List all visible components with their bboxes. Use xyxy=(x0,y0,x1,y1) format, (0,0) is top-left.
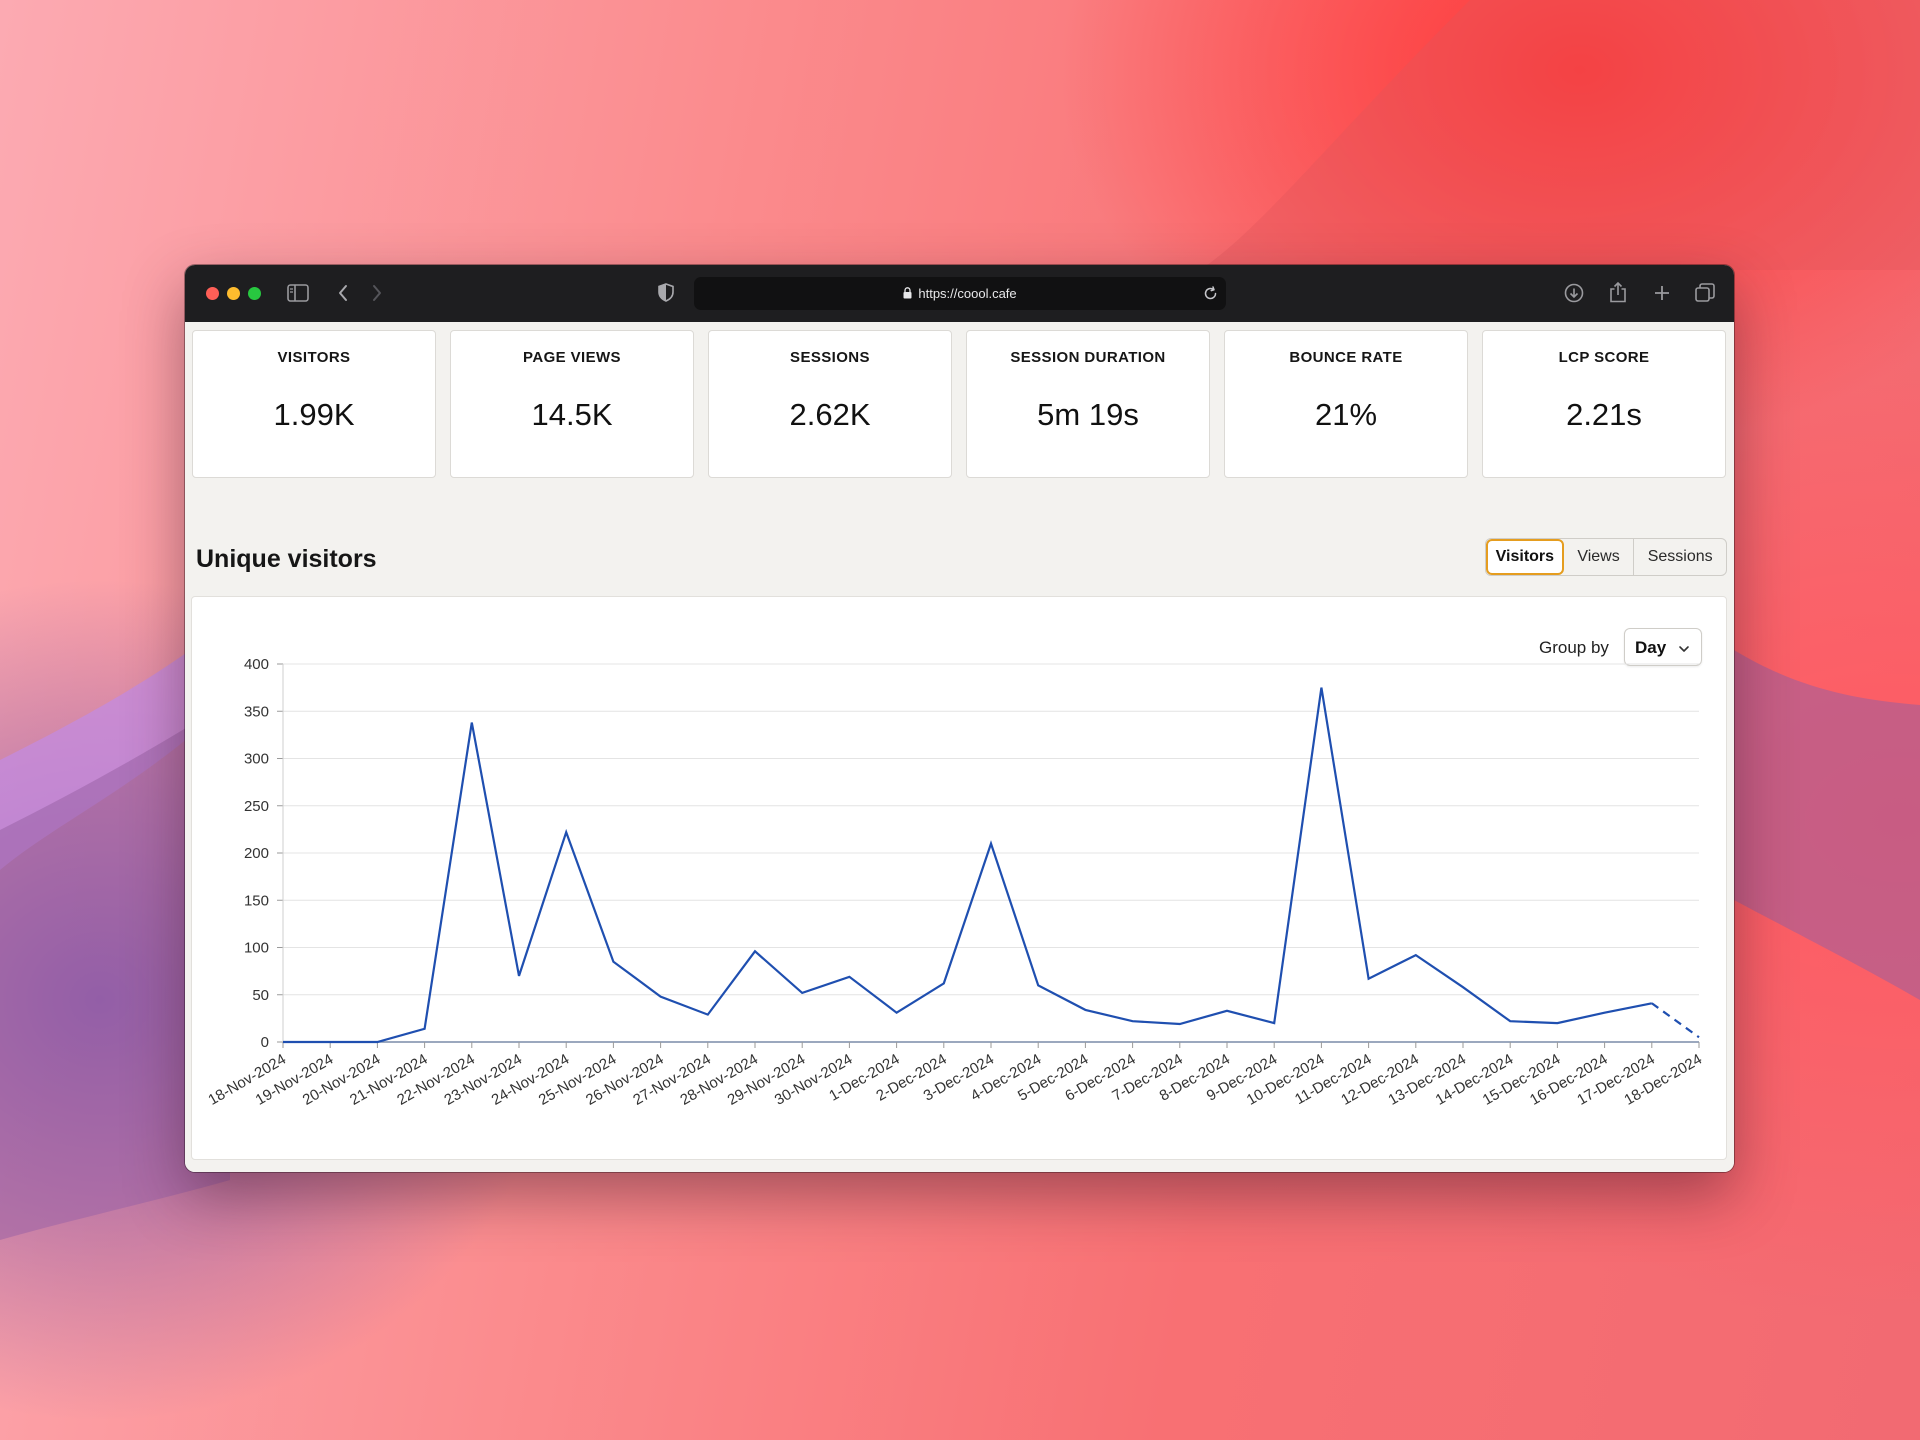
stat-card-sessions[interactable]: SESSIONS 2.62K xyxy=(708,330,952,478)
stat-value: 2.21s xyxy=(1566,397,1642,432)
page-content: VISITORS 1.99K PAGE VIEWS 14.5K SESSIONS… xyxy=(185,322,1734,1172)
forward-icon[interactable] xyxy=(371,284,383,302)
reload-icon[interactable] xyxy=(1203,286,1218,306)
tab-visitors[interactable]: Visitors xyxy=(1486,539,1564,575)
y-tick-label: 350 xyxy=(244,703,269,720)
sidebar-toggle-icon[interactable] xyxy=(287,284,309,302)
y-tick-label: 200 xyxy=(244,845,269,862)
stat-card-page-views[interactable]: PAGE VIEWS 14.5K xyxy=(450,330,694,478)
stat-value: 14.5K xyxy=(531,397,613,432)
series-line xyxy=(283,687,1653,1044)
url-display[interactable]: https://coool.cafe xyxy=(694,286,1226,302)
y-tick-label: 300 xyxy=(244,751,269,768)
address-bar[interactable]: https://coool.cafe xyxy=(694,277,1226,310)
y-tick-label: 400 xyxy=(244,656,269,673)
chart-card: Group by Day 0 50 100 150 200 250 300 350 400 18-… xyxy=(191,596,1727,1160)
series-line-projected xyxy=(1651,1002,1700,1039)
stat-label: SESSION DURATION xyxy=(1010,349,1166,366)
tab-sessions[interactable]: Sessions xyxy=(1647,548,1713,565)
browser-toolbar: https://coool.cafe xyxy=(185,265,1734,322)
zoom-window-button[interactable] xyxy=(248,287,261,300)
y-tick-label: 250 xyxy=(244,798,269,815)
stat-card-lcp-score[interactable]: LCP SCORE 2.21s xyxy=(1482,330,1726,478)
stat-label: LCP SCORE xyxy=(1558,349,1650,366)
group-by-select[interactable]: Day xyxy=(1624,628,1702,666)
tab-overview-icon[interactable] xyxy=(1695,283,1715,303)
stat-label: VISITORS xyxy=(277,349,351,366)
y-tick-label: 150 xyxy=(244,892,269,909)
group-by-value: Day xyxy=(1635,638,1667,657)
stat-label: PAGE VIEWS xyxy=(523,349,621,366)
section-title: Unique visitors xyxy=(196,545,377,573)
chevron-down-icon xyxy=(1678,641,1690,659)
download-icon[interactable] xyxy=(1564,283,1584,303)
stat-value: 2.62K xyxy=(789,397,871,432)
stat-label: SESSIONS xyxy=(790,349,870,366)
stat-label: BOUNCE RATE xyxy=(1289,349,1403,366)
y-tick-label: 100 xyxy=(244,940,269,957)
tab-views[interactable]: Views xyxy=(1564,539,1635,575)
stat-value: 1.99K xyxy=(273,397,355,432)
y-tick-label: 0 xyxy=(261,1034,269,1051)
metric-tabs: Visitors Views Sessions xyxy=(1485,538,1727,576)
url-text: https://coool.cafe xyxy=(918,286,1017,301)
stat-value: 5m 19s xyxy=(1037,397,1139,432)
browser-window: https://coool.cafe VISITORS 1.99K PAGE V… xyxy=(185,265,1734,1172)
close-window-button[interactable] xyxy=(206,287,219,300)
privacy-shield-icon[interactable] xyxy=(658,283,674,302)
y-tick-label: 50 xyxy=(252,987,269,1004)
new-tab-icon[interactable] xyxy=(1653,284,1671,302)
back-icon[interactable] xyxy=(337,284,349,302)
group-by-label: Group by xyxy=(1539,638,1609,657)
stat-card-bounce-rate[interactable]: BOUNCE RATE 21% xyxy=(1224,330,1468,478)
stat-card-visitors[interactable]: VISITORS 1.99K xyxy=(192,330,436,478)
visitors-line-chart: 05010015020025030035040018-Nov-202419-No… xyxy=(205,656,1705,1109)
minimize-window-button[interactable] xyxy=(227,287,240,300)
share-icon[interactable] xyxy=(1609,281,1627,303)
lock-icon xyxy=(903,287,912,302)
stat-value: 21% xyxy=(1314,397,1378,432)
stat-card-session-duration[interactable]: SESSION DURATION 5m 19s xyxy=(966,330,1210,478)
